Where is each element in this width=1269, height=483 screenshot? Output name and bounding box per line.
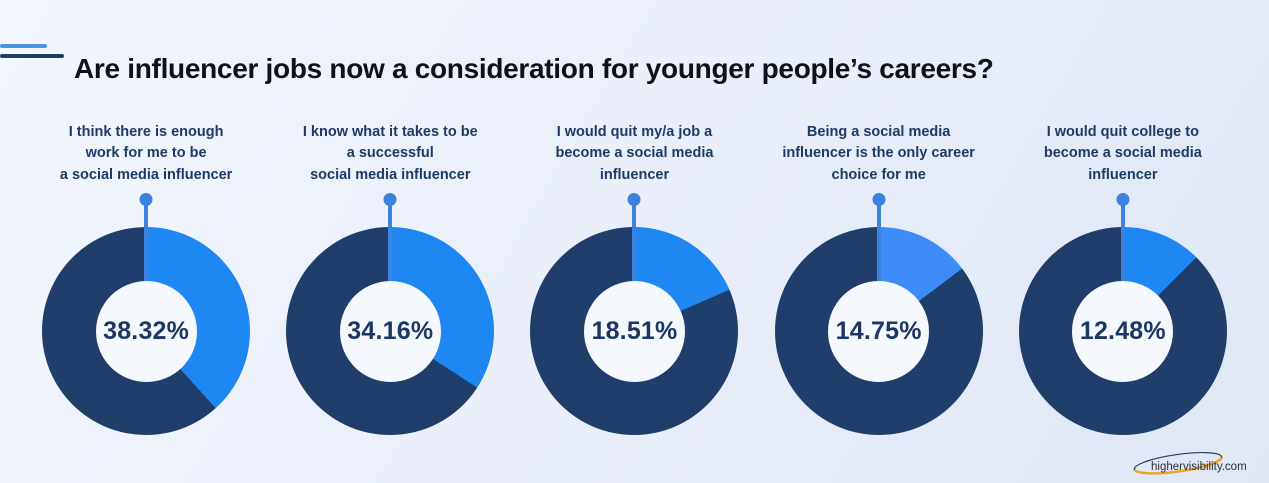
highervisibility-logo: highervisibility.com xyxy=(1133,451,1247,475)
chart-label-line: work for me to be xyxy=(85,145,207,162)
donut-value: 14.75% xyxy=(835,316,922,345)
chart-label-line: become a social media xyxy=(1043,145,1202,162)
donut-area: 34.16% xyxy=(286,193,495,435)
donut-hole: 14.75% xyxy=(828,280,930,382)
chart-label-line: influencer xyxy=(599,166,670,183)
pin-stem xyxy=(1120,204,1125,281)
chart-label: I would quit college to become a social … xyxy=(1044,118,1202,190)
donut-area: 14.75% xyxy=(774,193,983,435)
donut-area: 18.51% xyxy=(530,193,739,435)
logo-text: highervisibility.com xyxy=(1151,461,1247,473)
pin-stem xyxy=(876,204,881,281)
chart-column-1: I think there is enough work for me to b… xyxy=(24,118,268,435)
logo-swoosh-orange xyxy=(1133,455,1223,475)
chart-label-line: I would quit college to xyxy=(1046,124,1199,141)
donut-area: 12.48% xyxy=(1018,193,1227,435)
donut-hole: 18.51% xyxy=(583,280,685,382)
donut-value: 38.32% xyxy=(103,316,190,345)
donut-area: 38.32% xyxy=(42,193,251,435)
chart-column-4: Being a social media influencer is the o… xyxy=(757,118,1001,435)
donut-hole: 34.16% xyxy=(339,280,441,382)
chart-label: I know what it takes to be a successful … xyxy=(303,118,478,190)
chart-label: I think there is enough work for me to b… xyxy=(60,118,232,190)
pin-marker-icon xyxy=(383,193,397,206)
donut-value: 12.48% xyxy=(1079,316,1166,345)
chart-label-line: I know what it takes to be xyxy=(302,124,478,141)
chart-label-line: influencer is the only career xyxy=(782,145,975,162)
donut-hole: 12.48% xyxy=(1072,280,1174,382)
page-title: Are influencer jobs now a consideration … xyxy=(74,52,994,84)
chart-column-2: I know what it takes to be a successful … xyxy=(268,118,512,435)
logo-swoosh-dark xyxy=(1133,451,1223,470)
chart-label-line: Being a social media xyxy=(806,124,951,141)
chart-label-line: I think there is enough xyxy=(68,124,224,141)
pin-marker-icon xyxy=(139,193,153,206)
chart-label-line: a successful xyxy=(346,145,434,162)
title-accent-line-dark xyxy=(0,54,64,58)
donut-chart-row: I think there is enough work for me to b… xyxy=(24,118,1245,435)
donut-hole: 38.32% xyxy=(95,280,197,382)
donut-value: 18.51% xyxy=(591,316,678,345)
chart-label-line: a social media influencer xyxy=(59,166,233,183)
pin-stem xyxy=(632,204,637,281)
chart-label: Being a social media influencer is the o… xyxy=(782,118,975,190)
donut-chart: 38.32% xyxy=(42,227,251,435)
chart-label-line: become a social media xyxy=(555,145,714,162)
chart-label: I would quit my/a job a become a social … xyxy=(555,118,713,190)
chart-column-3: I would quit my/a job a become a social … xyxy=(512,118,756,435)
title-accent-line-light xyxy=(0,44,47,48)
donut-value: 34.16% xyxy=(347,316,434,345)
pin-marker-icon xyxy=(627,193,641,206)
chart-label-line: I would quit my/a job a xyxy=(556,124,713,141)
pin-stem xyxy=(388,204,393,281)
pin-marker-icon xyxy=(872,193,886,206)
pin-marker-icon xyxy=(1116,193,1130,206)
pin-stem xyxy=(144,204,149,281)
chart-label-line: choice for me xyxy=(831,166,926,183)
chart-label-line: social media influencer xyxy=(310,166,471,183)
chart-column-5: I would quit college to become a social … xyxy=(1001,118,1245,435)
chart-label-line: influencer xyxy=(1088,166,1158,183)
